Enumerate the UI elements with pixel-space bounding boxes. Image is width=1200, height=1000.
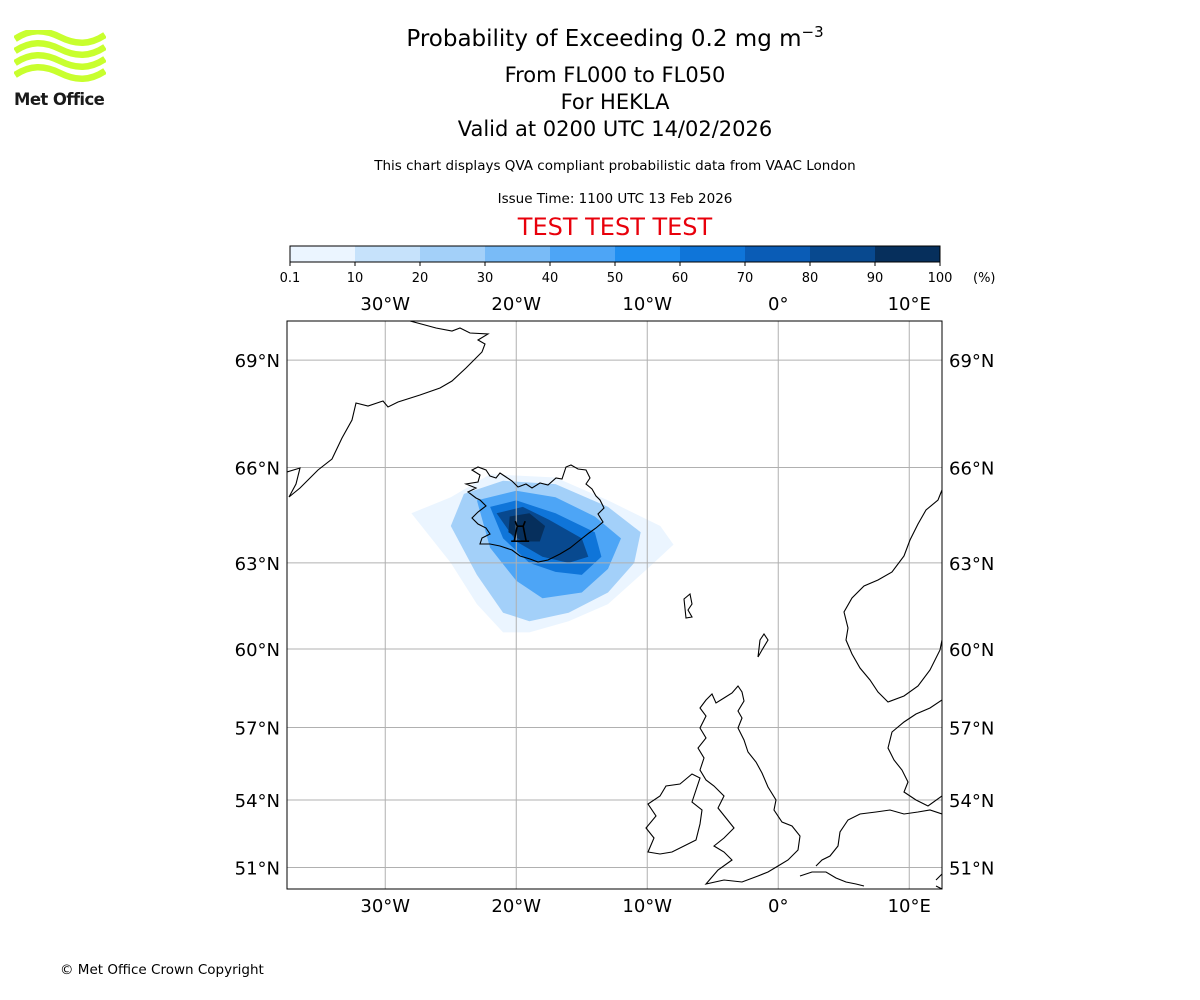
lon-label-bottom: 0° xyxy=(768,896,788,917)
coastline-sweden-denmark xyxy=(887,699,942,807)
colorbar-segment xyxy=(355,246,421,262)
logo-wordmark: Met Office xyxy=(14,90,105,109)
lat-label-right: 60°N xyxy=(949,640,994,661)
lat-label-right: 57°N xyxy=(949,719,994,740)
lat-label-left: 69°N xyxy=(235,351,280,372)
colorbar-segment xyxy=(290,246,356,262)
colorbar-tick-label: 90 xyxy=(867,271,884,286)
lon-label-top: 10°E xyxy=(888,294,931,315)
volcano-symbol xyxy=(511,520,530,543)
title-text: Probability of Exceeding 0.2 mg m xyxy=(406,26,802,52)
coastline-netherlands-germany xyxy=(815,809,942,867)
map-frame xyxy=(286,320,943,890)
flight-levels: From FL000 to FL050 xyxy=(504,63,726,87)
colorbar-tick-label: 60 xyxy=(672,271,689,286)
colorbar-tick-label: 20 xyxy=(412,271,429,286)
colorbar-segment xyxy=(680,246,746,262)
colorbar-tick-label: 50 xyxy=(607,271,624,286)
coastlines xyxy=(287,321,942,889)
lat-label-left: 51°N xyxy=(235,858,280,879)
lon-label-bottom: 20°W xyxy=(491,896,541,917)
coastline-scotland xyxy=(697,685,801,885)
colorbar-segment xyxy=(875,246,941,262)
copyright-notice: © Met Office Crown Copyright xyxy=(60,962,264,978)
test-banner: TEST TEST TEST xyxy=(517,213,713,241)
volcano-name: For HEKLA xyxy=(560,90,670,114)
colorbar-tick-label: 10 xyxy=(347,271,364,286)
lat-label-right: 54°N xyxy=(949,791,994,812)
coastline-greenland xyxy=(287,321,490,498)
lat-label-right: 69°N xyxy=(949,351,994,372)
colorbar: 0.1 10 20 30 40 50 60 70 80 90 100 (%) xyxy=(280,245,996,286)
colorbar-segment xyxy=(550,246,616,262)
colorbar-unit: (%) xyxy=(973,271,996,286)
title-exponent: −3 xyxy=(801,23,824,41)
lat-label-right: 66°N xyxy=(949,458,994,479)
coastline-baltic-edge xyxy=(935,873,942,889)
chart-description: This chart displays QVA compliant probab… xyxy=(374,158,856,174)
lat-label-left: 60°N xyxy=(235,640,280,661)
lon-label-bottom: 10°W xyxy=(622,896,672,917)
lon-label-top: 30°W xyxy=(360,294,410,315)
colorbar-tick-label: 100 xyxy=(928,271,953,286)
colorbar-segment xyxy=(745,246,811,262)
met-office-logo: Met Office xyxy=(14,30,106,112)
colorbar-segment xyxy=(810,246,876,262)
lon-label-top: 0° xyxy=(768,294,788,315)
colorbar-tick-label: 70 xyxy=(737,271,754,286)
lon-label-bottom: 30°W xyxy=(360,896,410,917)
valid-time: Valid at 0200 UTC 14/02/2026 xyxy=(457,117,773,141)
volcano-marker-icon xyxy=(511,520,530,543)
colorbar-segment xyxy=(485,246,551,262)
coastline-iceland xyxy=(463,464,605,563)
lon-label-top: 20°W xyxy=(491,294,541,315)
colorbar-segment xyxy=(420,246,486,262)
coastline-faroe xyxy=(683,592,693,619)
lat-label-left: 66°N xyxy=(235,458,280,479)
lon-label-bottom: 10°E xyxy=(888,896,931,917)
colorbar-tick-label: 0.1 xyxy=(280,271,301,286)
probability-region xyxy=(508,513,546,542)
met-office-wave-logo xyxy=(14,30,106,82)
graticule xyxy=(287,321,942,889)
axis-labels: 30°W 30°W 20°W 20°W 10°W 10°W 0° 0° 10°E 10°E 69°N… xyxy=(235,294,995,917)
coastline-shetland xyxy=(757,633,769,658)
colorbar-tick-label: 40 xyxy=(542,271,559,286)
lat-label-right: 51°N xyxy=(949,858,994,879)
coastline-france xyxy=(799,871,865,887)
probability-plume xyxy=(411,474,674,633)
colorbar-tick-label: 80 xyxy=(802,271,819,286)
chart-title: Probability of Exceeding 0.2 mg m−3 xyxy=(315,23,915,53)
coastline-norway xyxy=(843,489,942,703)
lat-label-right: 63°N xyxy=(949,554,994,575)
colorbar-segment xyxy=(615,246,681,262)
colorbar-tick-label: 30 xyxy=(477,271,494,286)
lat-label-left: 63°N xyxy=(235,554,280,575)
issue-time: Issue Time: 1100 UTC 13 Feb 2026 xyxy=(497,191,733,207)
lon-label-top: 10°W xyxy=(622,294,672,315)
lat-label-left: 57°N xyxy=(235,719,280,740)
lat-label-left: 54°N xyxy=(235,791,280,812)
coastline-ireland xyxy=(645,773,703,855)
